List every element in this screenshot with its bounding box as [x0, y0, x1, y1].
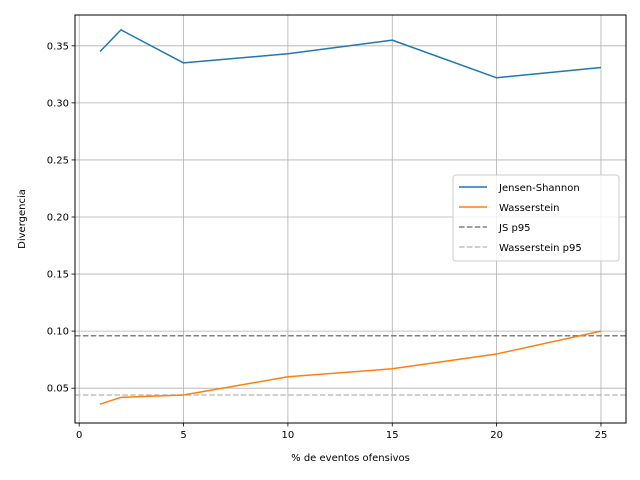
x-tick-label: 10	[282, 430, 295, 441]
x-tick-label: 25	[595, 430, 608, 441]
y-axis-label: Divergencia	[17, 189, 28, 249]
x-axis-label: % de eventos ofensivos	[291, 453, 410, 464]
y-tick-label: 0.05	[47, 384, 69, 395]
legend-label: JS p95	[498, 223, 531, 234]
legend-label: Wasserstein p95	[499, 243, 582, 254]
reference-lines	[75, 334, 626, 396]
y-tick-label: 0.35	[47, 41, 69, 52]
y-tick-label: 0.20	[47, 213, 69, 224]
legend: Jensen-Shannon Wasserstein JS p95 Wasserste…	[452, 174, 620, 262]
series-line-wasserstein	[99, 330, 602, 405]
x-tick-label: 15	[386, 430, 399, 441]
plot-frame	[74, 14, 627, 424]
x-tick-label: 5	[180, 430, 186, 441]
x-tick-label: 0	[76, 430, 82, 441]
series-line-jensen-shannon	[99, 29, 602, 79]
axis-ticks: 0 5 10 15 20 25 0.05 0.10 0.15 0.20 0.25 0.30 0.35	[47, 41, 608, 441]
y-tick-label: 0.10	[47, 327, 69, 338]
y-tick-label: 0.15	[47, 270, 69, 281]
legend-box	[452, 174, 620, 262]
x-tick-label: 20	[490, 430, 503, 441]
series-lines	[99, 29, 602, 405]
y-tick-label: 0.25	[47, 155, 69, 166]
y-tick-label: 0.30	[47, 98, 69, 109]
legend-label: Wasserstein	[499, 203, 559, 214]
legend-label: Jensen-Shannon	[498, 183, 580, 194]
